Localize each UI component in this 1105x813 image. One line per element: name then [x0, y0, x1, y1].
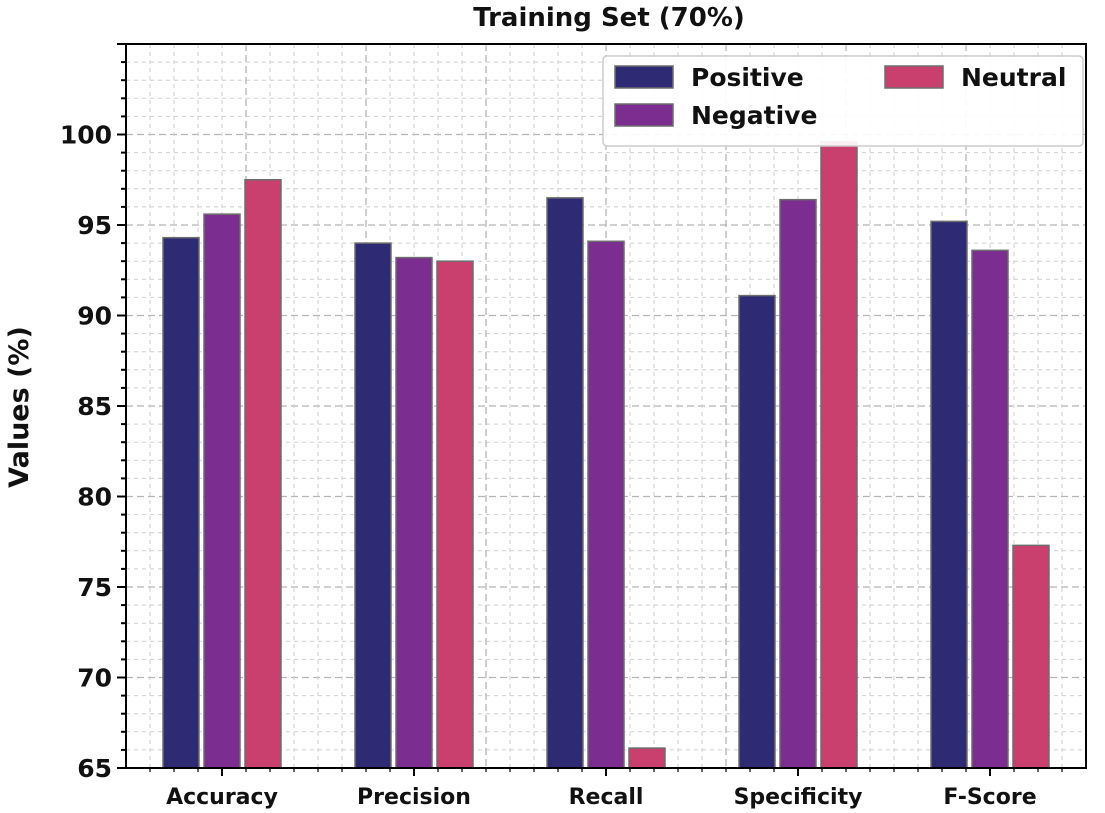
bar-negative-precision	[395, 256, 433, 769]
bar-positive-specificity	[738, 294, 776, 769]
bar-negative-recall	[587, 240, 625, 769]
bar-neutral-f-score	[1012, 544, 1050, 769]
y-tick-label: 75	[77, 573, 112, 602]
y-tick-label: 90	[77, 302, 112, 331]
y-tick-label: 85	[77, 392, 112, 421]
y-tick-label: 95	[77, 211, 112, 240]
y-tick-label: 80	[77, 483, 112, 512]
x-tick-label: Recall	[569, 785, 644, 810]
axes-layer	[117, 43, 1087, 776]
y-tick-label: 100	[60, 121, 112, 150]
y-tick-label: 70	[77, 664, 112, 693]
y-tick-label: 65	[77, 754, 112, 783]
bar-negative-specificity	[779, 198, 817, 769]
bar-neutral-specificity	[820, 140, 858, 769]
legend: Positive Negative Neutral	[602, 55, 1084, 147]
bar-negative-f-score	[971, 249, 1009, 769]
y-axis-label: Values (%)	[4, 326, 35, 488]
text-layer: Training Set (70%) Values (%) 65 70 75 80 85…	[4, 3, 1037, 810]
legend-label-neutral: Neutral	[961, 63, 1066, 92]
bars-layer	[162, 140, 1050, 769]
legend-label-positive: Positive	[691, 63, 804, 92]
bar-neutral-recall	[628, 747, 666, 769]
x-tick-label: Specificity	[734, 785, 863, 810]
legend-swatch-positive	[614, 65, 674, 89]
bar-neutral-precision	[436, 260, 474, 769]
legend-swatch-neutral	[884, 65, 944, 89]
legend-swatch-negative	[614, 103, 674, 127]
legend-box	[602, 55, 1084, 147]
x-tick-label: F-Score	[943, 785, 1036, 810]
bar-neutral-accuracy	[244, 179, 282, 769]
legend-label-negative: Negative	[691, 101, 817, 130]
bar-negative-accuracy	[203, 213, 241, 769]
bar-positive-recall	[546, 197, 584, 769]
x-tick-label: Precision	[357, 785, 471, 810]
chart-title: Training Set (70%)	[473, 3, 745, 33]
x-tick-label: Accuracy	[166, 785, 278, 810]
bar-positive-accuracy	[162, 236, 200, 769]
bar-positive-f-score	[930, 220, 968, 769]
bar-positive-precision	[354, 242, 392, 769]
